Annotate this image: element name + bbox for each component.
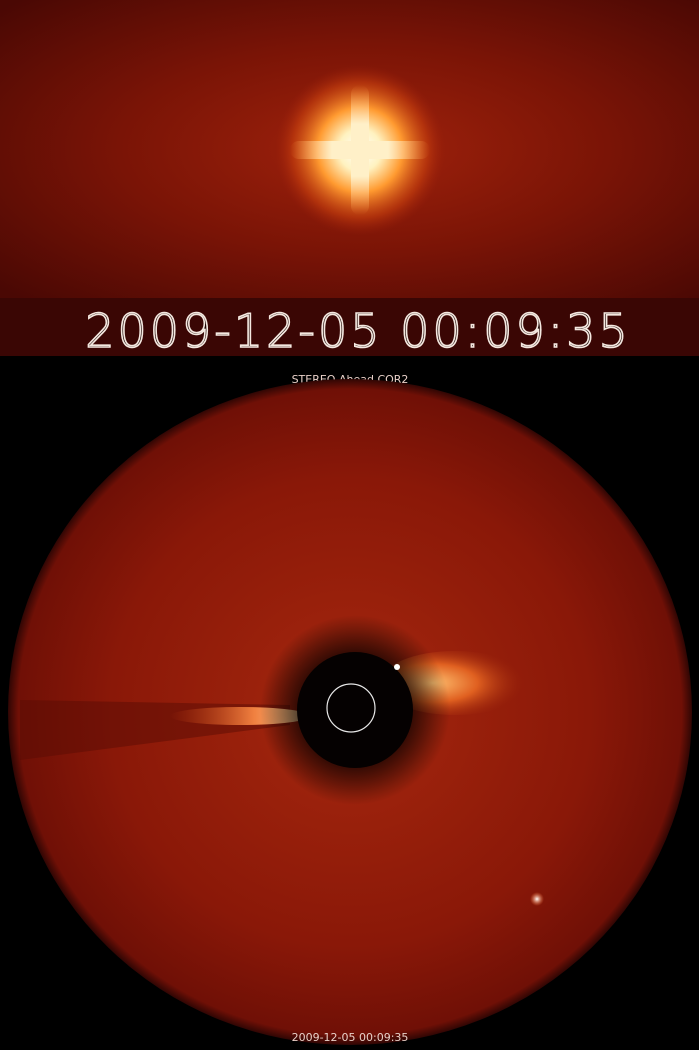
planet (394, 664, 400, 670)
timestamp: 2009-12-05 00:09:35 (85, 304, 631, 358)
timestamp-band (0, 298, 699, 356)
star (530, 892, 544, 906)
spike (351, 85, 369, 215)
sun-circle (326, 683, 376, 733)
occulter (297, 652, 413, 768)
bottom-timestamp: 2009-12-05 00:09:35 (292, 1031, 409, 1044)
